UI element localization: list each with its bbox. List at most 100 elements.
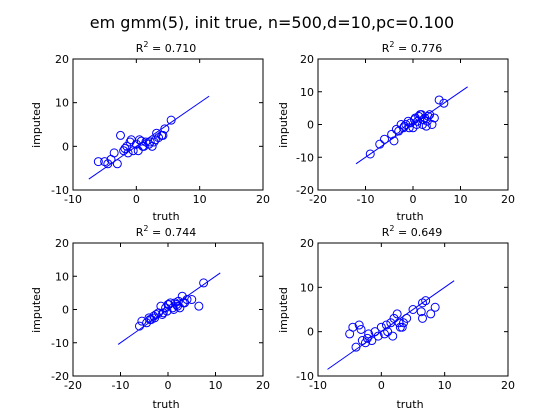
x-tick-label: 20 [256, 193, 270, 206]
x-tick-label: -10 [64, 193, 82, 206]
data-point [404, 123, 414, 133]
data-point [135, 321, 144, 331]
data-point [157, 309, 167, 319]
data-point [402, 313, 412, 323]
y-tick-label: 0 [307, 119, 314, 132]
x-tick-label: 0 [165, 379, 172, 392]
data-point [399, 318, 408, 328]
data-point [427, 120, 437, 129]
data-point [169, 305, 179, 314]
subplot-title: R2 = 0.776 [382, 40, 442, 55]
x-tick-label: -10 [309, 379, 327, 392]
y-axis-label: imputed [277, 102, 290, 148]
data-point [412, 120, 422, 129]
figure-title: em gmm(5), init true, n=500,d=10,pc=0.10… [90, 13, 454, 32]
data-point [361, 338, 370, 348]
data-point [434, 95, 444, 105]
data-point [362, 333, 372, 343]
x-tick-label: 0 [410, 193, 417, 206]
data-point [388, 331, 398, 341]
data-point [133, 146, 143, 156]
data-point [144, 313, 154, 323]
data-point [199, 278, 209, 288]
y-tick-label: -20 [296, 184, 314, 197]
data-point [373, 331, 383, 341]
data-point [426, 309, 436, 319]
x-tick-label: 20 [501, 379, 515, 392]
x-tick-label: 10 [438, 379, 452, 392]
data-point [144, 139, 154, 149]
data-point [430, 302, 440, 312]
x-tick-label: 10 [193, 193, 207, 206]
data-point [417, 110, 427, 120]
y-tick-label: -10 [296, 151, 314, 164]
data-point [421, 121, 431, 131]
x-tick-label: -10 [357, 193, 375, 206]
subplot-bottom-left: R2 = 0.744 truth imputed -20 -10 0 10 20 -20 -… [30, 224, 270, 411]
y-tick-label: 20 [55, 237, 69, 250]
y-axis-label: imputed [30, 287, 43, 333]
y-tick-label: 0 [62, 304, 69, 317]
y-tick-label: -10 [296, 370, 314, 383]
y-axis-label: imputed [30, 102, 43, 148]
data-point [399, 121, 409, 131]
data-point [418, 313, 427, 323]
data-point [387, 129, 397, 139]
data-point [389, 313, 399, 323]
data-point [187, 295, 197, 305]
y-tick-label: 10 [300, 281, 314, 294]
x-tick-label: 10 [454, 193, 468, 206]
data-point [365, 149, 375, 159]
data-point [142, 318, 152, 328]
data-point [139, 141, 149, 151]
data-point [397, 322, 407, 332]
subplot-title: R2 = 0.710 [136, 40, 196, 55]
data-point [145, 137, 155, 147]
data-point [414, 111, 424, 121]
data-point [172, 300, 182, 310]
subplot-title: R2 = 0.649 [382, 224, 442, 239]
x-tick-label: 10 [209, 379, 223, 392]
y-tick-label: 10 [55, 97, 69, 110]
data-point [194, 301, 204, 311]
subplot-top-left: R2 = 0.710 truth imputed -10 0 10 20 -10 0 10 2… [30, 40, 270, 223]
data-point [429, 113, 439, 123]
data-point [150, 135, 160, 145]
data-point [392, 309, 402, 319]
y-tick-label: 20 [300, 53, 314, 66]
data-point [136, 136, 146, 146]
data-point [126, 135, 136, 145]
y-tick-label: -10 [51, 337, 69, 350]
data-point [418, 298, 427, 308]
data-point [416, 307, 426, 317]
y-tick-label: 0 [307, 326, 314, 339]
data-point [375, 139, 385, 149]
data-point [421, 296, 431, 306]
subplot-top-right: R2 = 0.776 truth imputed -20 -10 0 10 20 -20 -… [277, 40, 515, 223]
data-point [356, 324, 366, 334]
data-point [166, 115, 176, 125]
x-tick-label: -20 [64, 379, 82, 392]
data-point [383, 327, 393, 337]
data-point [106, 154, 116, 164]
plot-area [72, 58, 264, 191]
data-point [125, 137, 135, 147]
data-point [370, 327, 380, 337]
x-tick-label: 20 [501, 193, 515, 206]
data-point [116, 130, 125, 140]
x-axis-label: truth [396, 210, 423, 223]
data-point [391, 124, 401, 134]
y-tick-label: 10 [300, 86, 314, 99]
data-point [394, 318, 404, 328]
data-point [348, 322, 358, 332]
y-tick-label: 20 [300, 237, 314, 250]
subplot-bottom-right: R2 = 0.649 truth imputed -10 0 10 20 -10 0 10 2… [277, 224, 515, 411]
data-point [100, 157, 110, 167]
y-tick-label: -20 [51, 370, 69, 383]
data-point [160, 124, 170, 134]
data-point [380, 329, 389, 339]
data-point [162, 306, 172, 316]
fit-line [355, 86, 468, 165]
x-axis-label: truth [396, 398, 423, 411]
y-axis-label: imputed [277, 287, 290, 333]
